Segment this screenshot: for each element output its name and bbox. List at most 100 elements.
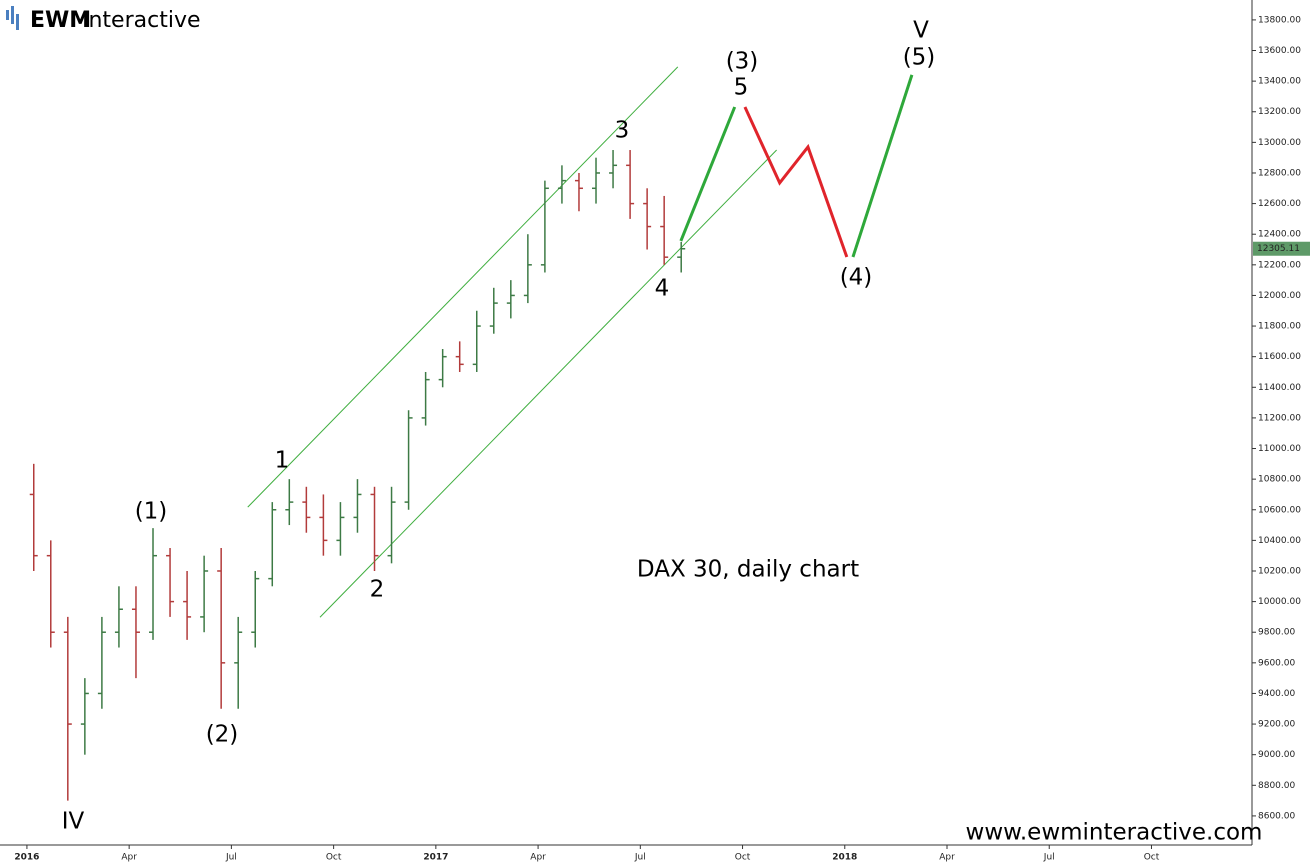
ohlc-bar	[643, 188, 652, 250]
wave-label: 2	[370, 577, 385, 603]
wave-label: (1)	[135, 499, 168, 525]
y-tick-label: 10600.00	[1258, 505, 1301, 515]
ohlc-bar	[217, 548, 226, 709]
y-tick-label: 9600.00	[1258, 658, 1295, 668]
ohlc-bar	[200, 555, 209, 633]
ohlc-bar	[626, 150, 635, 219]
ohlc-bar	[489, 287, 498, 334]
ohlc-bar	[166, 548, 175, 617]
ohlc-bar	[353, 479, 362, 533]
ohlc-bar	[302, 486, 311, 533]
y-tick-label: 10400.00	[1258, 536, 1301, 546]
logo-text: Interactive	[82, 8, 201, 33]
y-tick-label: 10800.00	[1258, 475, 1301, 485]
trend-line	[247, 66, 679, 508]
y-tick-label: 12600.00	[1258, 199, 1301, 209]
y-tick-label: 9200.00	[1258, 720, 1295, 730]
x-tick-label: Jul	[634, 853, 646, 862]
wave-label: IV	[62, 809, 85, 835]
y-tick-label: 12200.00	[1258, 260, 1301, 270]
y-tick-label: 12400.00	[1258, 230, 1301, 240]
x-tick-label: 2018	[832, 853, 857, 862]
x-tick-label: Oct	[735, 853, 751, 862]
x-tick-label: 2017	[423, 853, 448, 862]
ohlc-bar	[609, 150, 618, 189]
y-tick-label: 11800.00	[1258, 322, 1301, 332]
ohlc-bar	[540, 180, 549, 273]
wave-label: (3)	[726, 49, 759, 75]
ohlc-bar	[660, 195, 669, 265]
x-tick-label: Jul	[1043, 853, 1055, 862]
y-tick-label: 10200.00	[1258, 566, 1301, 576]
wave-label: V	[913, 18, 929, 44]
ohlc-bar	[438, 349, 447, 388]
ohlc-bar	[421, 371, 430, 426]
y-tick-label: 12000.00	[1258, 291, 1301, 301]
ohlc-bar	[268, 502, 277, 587]
y-tick-label: 13400.00	[1258, 77, 1301, 87]
x-tick-label: Oct	[326, 853, 342, 862]
x-tick-label: 2016	[14, 853, 39, 862]
x-tick-label: Jul	[225, 853, 237, 862]
ohlc-bar	[574, 172, 583, 212]
ohlc-bar	[336, 502, 345, 556]
ohlc-bar	[80, 678, 89, 755]
y-tick-label: 13800.00	[1258, 15, 1301, 25]
y-tick-label: 11000.00	[1258, 444, 1301, 454]
y-tick-label: 9800.00	[1258, 628, 1295, 638]
ohlc-bar	[677, 241, 686, 273]
ohlc-bar	[455, 341, 464, 372]
trend-line	[679, 106, 737, 242]
y-tick-label: 13000.00	[1258, 138, 1301, 148]
ohlc-bar	[234, 616, 243, 709]
ohlc-bar	[592, 157, 601, 204]
ohlc-bar	[523, 234, 532, 304]
logo: EWM Interactive	[6, 6, 201, 33]
ohlc-bar	[114, 586, 123, 648]
trend-line	[743, 106, 849, 258]
x-tick-label: Apr	[121, 853, 137, 862]
caption: DAX 30, daily chart	[637, 557, 859, 583]
y-tick-label: 10000.00	[1258, 597, 1301, 607]
x-tick-label: Oct	[1144, 853, 1160, 862]
last-price-label: 12305.11	[1257, 244, 1300, 254]
ohlc-bar	[149, 528, 158, 640]
y-tick-label: 11600.00	[1258, 352, 1301, 362]
wave-label: (4)	[840, 265, 873, 291]
y-tick-label: 13600.00	[1258, 46, 1301, 56]
y-tick-label: 11200.00	[1258, 413, 1301, 423]
logo-bar	[16, 14, 19, 30]
y-tick-label: 9400.00	[1258, 689, 1295, 699]
wave-label: (5)	[903, 45, 936, 71]
trend-line	[319, 149, 777, 618]
ohlc-bar	[251, 570, 260, 648]
ohlc-bar	[319, 494, 328, 556]
y-tick-label: 8600.00	[1258, 811, 1295, 821]
wave-label: 3	[615, 118, 630, 144]
ohlc-bar	[183, 570, 192, 640]
ohlc-bar	[472, 310, 481, 372]
y-tick-label: 12800.00	[1258, 168, 1301, 178]
logo-bar	[6, 10, 9, 20]
ohlc-bar	[97, 616, 106, 709]
ohlc-bar	[370, 486, 379, 571]
ohlc-bar	[557, 165, 566, 204]
y-tick-label: 11400.00	[1258, 383, 1301, 393]
y-tick-label: 9000.00	[1258, 750, 1295, 760]
caption: www.ewminteractive.com	[966, 820, 1263, 846]
logo-text: EWM	[30, 8, 91, 33]
ohlc-bar	[404, 410, 413, 510]
ohlc-bar	[131, 586, 140, 679]
wave-label: 5	[734, 75, 749, 101]
logo-bar	[11, 6, 14, 24]
wave-label: 1	[275, 448, 290, 474]
ohlc-bar	[63, 616, 72, 801]
trend-line	[851, 74, 914, 258]
y-tick-label: 8800.00	[1258, 781, 1295, 791]
wave-label: 4	[655, 276, 670, 302]
ohlc-bar	[387, 486, 396, 564]
ohlc-bar	[29, 463, 38, 571]
y-tick-label: 13200.00	[1258, 107, 1301, 117]
